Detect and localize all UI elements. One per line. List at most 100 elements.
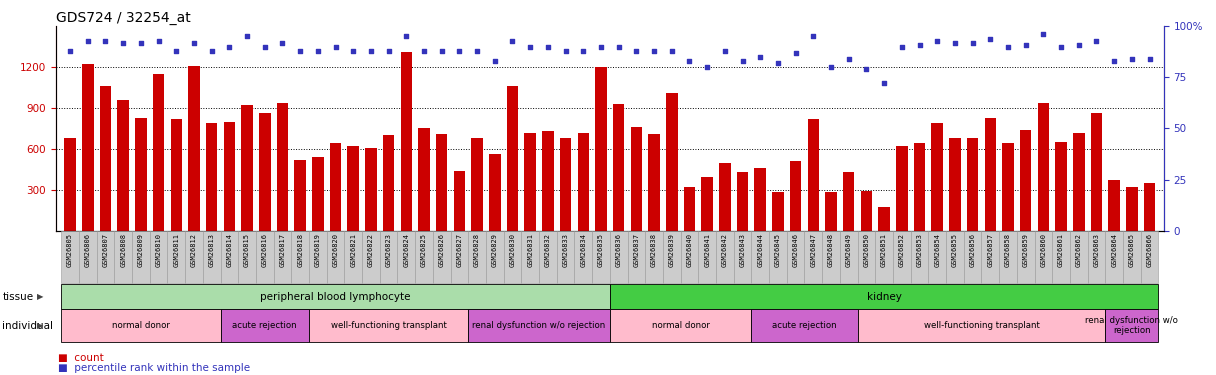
Bar bbox=[292, 231, 309, 283]
Point bbox=[574, 48, 593, 54]
Point bbox=[963, 40, 983, 46]
Bar bbox=[698, 231, 716, 283]
Text: GSM26822: GSM26822 bbox=[368, 233, 375, 267]
Bar bbox=[348, 146, 359, 231]
Text: well-functioning transplant: well-functioning transplant bbox=[923, 321, 1040, 330]
Text: normal donor: normal donor bbox=[112, 321, 170, 330]
Text: GSM26826: GSM26826 bbox=[439, 233, 445, 267]
Text: kidney: kidney bbox=[867, 292, 901, 302]
Bar bbox=[716, 231, 733, 283]
Bar bbox=[981, 231, 1000, 283]
Bar bbox=[592, 231, 610, 283]
Bar bbox=[539, 231, 557, 283]
Text: GSM26841: GSM26841 bbox=[704, 233, 710, 267]
Point bbox=[680, 58, 699, 64]
Point bbox=[167, 48, 186, 54]
Bar bbox=[610, 309, 751, 342]
Text: GSM26807: GSM26807 bbox=[102, 233, 108, 267]
Text: GSM26812: GSM26812 bbox=[191, 233, 197, 267]
Bar bbox=[663, 231, 681, 283]
Bar bbox=[772, 192, 783, 231]
Text: GSM26844: GSM26844 bbox=[758, 233, 764, 267]
Bar bbox=[203, 231, 220, 283]
Bar bbox=[826, 192, 837, 231]
Text: GSM26809: GSM26809 bbox=[137, 233, 143, 267]
Point bbox=[874, 81, 894, 87]
Bar bbox=[468, 309, 610, 342]
Bar bbox=[168, 231, 185, 283]
Text: ■  percentile rank within the sample: ■ percentile rank within the sample bbox=[58, 363, 250, 373]
Text: GSM26840: GSM26840 bbox=[687, 233, 692, 267]
Text: GSM26846: GSM26846 bbox=[793, 233, 799, 267]
Point bbox=[893, 44, 912, 50]
Text: GSM26823: GSM26823 bbox=[385, 233, 392, 267]
Bar bbox=[857, 309, 1105, 342]
Bar bbox=[1002, 143, 1014, 231]
Bar bbox=[1105, 231, 1124, 283]
Text: GSM26851: GSM26851 bbox=[882, 233, 888, 267]
Point bbox=[998, 44, 1018, 50]
Bar bbox=[967, 138, 979, 231]
Point bbox=[237, 33, 257, 39]
Point bbox=[821, 64, 840, 70]
Bar bbox=[398, 231, 415, 283]
Bar bbox=[646, 231, 663, 283]
Bar bbox=[61, 231, 79, 283]
Point bbox=[591, 44, 610, 50]
Bar bbox=[1035, 231, 1052, 283]
Text: GSM26818: GSM26818 bbox=[297, 233, 303, 267]
Text: well-functioning transplant: well-functioning transplant bbox=[331, 321, 446, 330]
Bar bbox=[327, 231, 344, 283]
Bar bbox=[542, 131, 553, 231]
Bar bbox=[1105, 309, 1159, 342]
Bar bbox=[503, 231, 522, 283]
Bar bbox=[255, 231, 274, 283]
Bar bbox=[1052, 231, 1070, 283]
Text: GSM26856: GSM26856 bbox=[969, 233, 975, 267]
Text: GSM26820: GSM26820 bbox=[332, 233, 338, 267]
Text: GSM26833: GSM26833 bbox=[563, 233, 569, 267]
Bar bbox=[472, 138, 483, 231]
Point bbox=[326, 44, 345, 50]
Text: GSM26855: GSM26855 bbox=[952, 233, 958, 267]
Text: GSM26843: GSM26843 bbox=[739, 233, 745, 267]
Point bbox=[1122, 56, 1142, 62]
Bar bbox=[751, 231, 769, 283]
Bar bbox=[224, 122, 235, 231]
Text: GSM26824: GSM26824 bbox=[404, 233, 410, 267]
Text: GSM26865: GSM26865 bbox=[1128, 233, 1135, 267]
Text: renal dysfunction w/o
rejection: renal dysfunction w/o rejection bbox=[1086, 316, 1178, 335]
Point bbox=[556, 48, 575, 54]
Point bbox=[396, 33, 416, 39]
Point bbox=[361, 48, 381, 54]
Text: acute rejection: acute rejection bbox=[232, 321, 297, 330]
Bar bbox=[648, 134, 660, 231]
Text: GSM26849: GSM26849 bbox=[845, 233, 851, 267]
Text: GSM26857: GSM26857 bbox=[987, 233, 993, 267]
Bar bbox=[574, 231, 592, 283]
Bar bbox=[1126, 187, 1138, 231]
Point bbox=[220, 44, 240, 50]
Bar bbox=[559, 138, 572, 231]
Bar bbox=[610, 231, 627, 283]
Bar bbox=[238, 231, 255, 283]
Text: GSM26864: GSM26864 bbox=[1111, 233, 1118, 267]
Point bbox=[1052, 44, 1071, 50]
Text: GSM26842: GSM26842 bbox=[722, 233, 728, 267]
Bar bbox=[1070, 231, 1087, 283]
Bar bbox=[613, 104, 625, 231]
Bar bbox=[522, 231, 539, 283]
Bar bbox=[418, 128, 429, 231]
Point bbox=[343, 48, 362, 54]
Text: GSM26816: GSM26816 bbox=[261, 233, 268, 267]
Bar bbox=[1091, 114, 1102, 231]
Bar bbox=[1109, 180, 1120, 231]
Text: GSM26863: GSM26863 bbox=[1093, 233, 1099, 267]
Bar bbox=[950, 138, 961, 231]
Point bbox=[450, 48, 469, 54]
Bar bbox=[857, 231, 876, 283]
Text: GSM26836: GSM26836 bbox=[615, 233, 621, 267]
Bar bbox=[1141, 231, 1159, 283]
Bar bbox=[861, 191, 872, 231]
Bar bbox=[170, 119, 182, 231]
